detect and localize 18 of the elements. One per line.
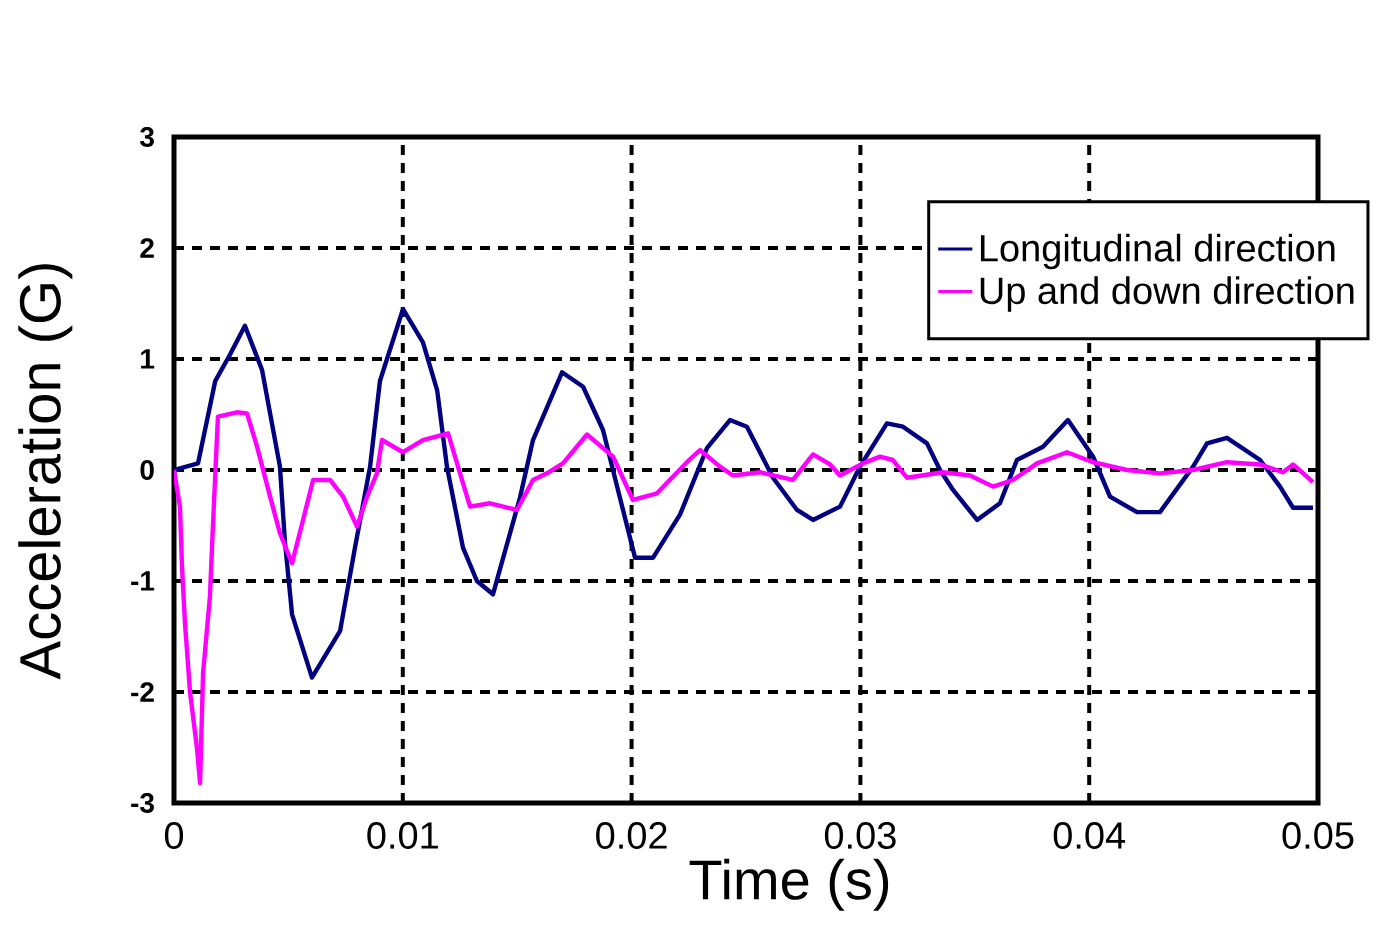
y-axis-title: Acceleration (G) bbox=[18, 264, 73, 680]
y-tick-label: 3 bbox=[139, 127, 154, 147]
y-tick-label: 1 bbox=[141, 349, 155, 369]
y-tick-label: -3 bbox=[131, 793, 154, 813]
y-tick-label: 2 bbox=[140, 238, 154, 258]
x-tick-label: 0.02 bbox=[596, 822, 667, 849]
y-tick-label: -2 bbox=[131, 682, 154, 702]
x-tick-label: 0.01 bbox=[367, 822, 438, 849]
y-tick-label: -1 bbox=[131, 571, 155, 591]
x-tick-label: 0.03 bbox=[824, 822, 896, 849]
legend-label: Up and down direction bbox=[980, 276, 1354, 312]
legend-label: Longitudinal direction bbox=[980, 233, 1335, 270]
x-axis-title: Time (s) bbox=[689, 858, 889, 911]
line-series bbox=[174, 410, 1316, 786]
x-tick-label: 0 bbox=[164, 822, 184, 849]
y-tick-label: 0 bbox=[140, 460, 154, 480]
x-tick-label: 0.05 bbox=[1282, 822, 1354, 849]
x-tick-label: 0.04 bbox=[1053, 822, 1126, 849]
